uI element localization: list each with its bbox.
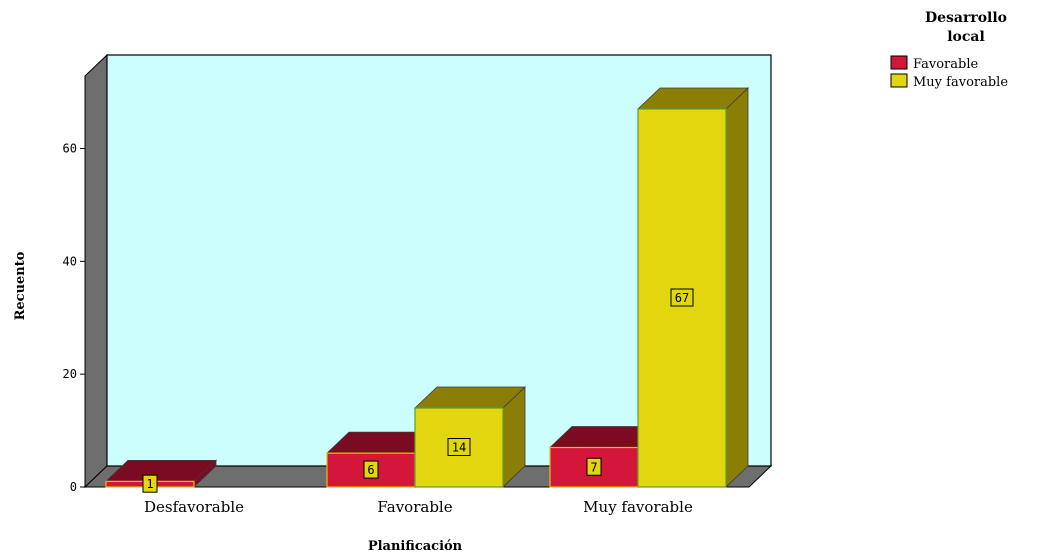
legend: Desarrollo local Favorable Muy favorable	[890, 10, 1008, 90]
data-label-box	[586, 457, 602, 476]
legend-label-muy-favorable: Muy favorable	[913, 75, 1008, 90]
data-label-text: 1	[146, 477, 153, 491]
data-label: 14	[447, 438, 471, 457]
data-label: 6	[363, 460, 379, 479]
data-label-text: 6	[367, 463, 374, 477]
data-label-text: 7	[590, 460, 597, 474]
data-label: 7	[586, 457, 602, 476]
bars: 1 6 14 7 67	[105, 87, 749, 493]
data-label-text: 67	[675, 291, 689, 305]
x-category-label: Muy favorable	[583, 498, 693, 516]
x-category-label: Desfavorable	[144, 498, 244, 516]
y-tick-label: 0	[70, 480, 77, 494]
legend-title-line2: local	[947, 29, 985, 45]
data-label-box	[670, 288, 694, 307]
x-axis-categories: Desfavorable Favorable Muy favorable	[144, 498, 693, 516]
x-axis-title: Planificación	[368, 539, 463, 554]
data-label: 67	[670, 288, 694, 307]
y-axis-title: Recuento	[13, 251, 28, 320]
y-tick-label: 40	[63, 254, 77, 268]
y-tick-label: 20	[63, 367, 77, 381]
legend-title-line1: Desarrollo	[925, 10, 1007, 26]
legend-swatch-muy-favorable	[890, 73, 908, 88]
data-label-box	[142, 474, 158, 493]
y-tick-label: 60	[63, 142, 77, 156]
legend-label-favorable: Favorable	[913, 57, 979, 72]
data-label: 1	[142, 474, 158, 493]
x-category-label: Favorable	[377, 498, 452, 516]
y-axis-ticks: 0 20 40 60	[63, 142, 85, 494]
bar	[637, 87, 749, 488]
data-label-box	[447, 438, 471, 457]
left-wall	[84, 53, 108, 489]
bar-side	[725, 87, 749, 488]
data-label-box	[363, 460, 379, 479]
data-label-text: 14	[452, 441, 466, 455]
legend-swatch-favorable	[890, 55, 908, 70]
bar	[414, 386, 526, 488]
